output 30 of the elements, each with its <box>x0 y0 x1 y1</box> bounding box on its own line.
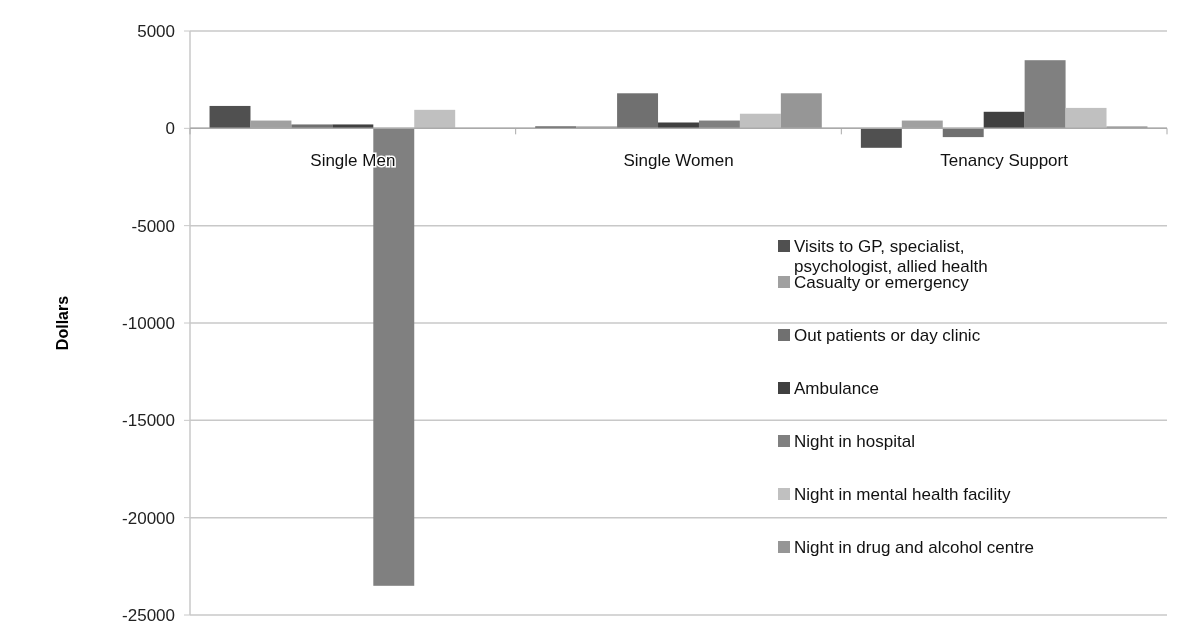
bar <box>1065 107 1107 129</box>
legend-label: Ambulance <box>794 378 880 398</box>
legend-label: Night in drug and alcohol centre <box>794 537 1035 557</box>
bar <box>332 124 374 129</box>
legend-label: Out patients or day clinic <box>794 325 981 345</box>
bar <box>209 105 251 129</box>
bar <box>942 128 984 138</box>
bar <box>414 109 456 129</box>
bar <box>698 120 740 129</box>
bar <box>658 122 699 129</box>
legend-label: Visits to GP, specialist, psychologist, allied health <box>794 236 988 277</box>
y-tick-label: -15000 <box>122 411 175 431</box>
bar <box>780 93 822 129</box>
x-tick-label: Single Women <box>623 151 734 171</box>
y-tick-label: -20000 <box>122 508 175 528</box>
bar <box>983 111 1025 129</box>
y-tick-label: 5000 <box>137 21 175 41</box>
x-tick-label: Tenancy Support <box>940 151 1069 171</box>
y-tick-label: 0 <box>165 119 175 139</box>
bar <box>860 128 902 148</box>
legend-label: Night in hospital <box>794 431 915 451</box>
legend-label: Night in mental health facility <box>794 484 1011 504</box>
bar <box>1024 60 1066 129</box>
y-tick-label: -5000 <box>131 216 175 236</box>
y-axis-title: Dollars <box>54 295 71 351</box>
bar <box>739 113 781 129</box>
bar <box>291 124 333 129</box>
y-tick-label: -10000 <box>122 313 175 333</box>
y-tick-label: -25000 <box>122 605 175 625</box>
bar <box>617 93 659 129</box>
